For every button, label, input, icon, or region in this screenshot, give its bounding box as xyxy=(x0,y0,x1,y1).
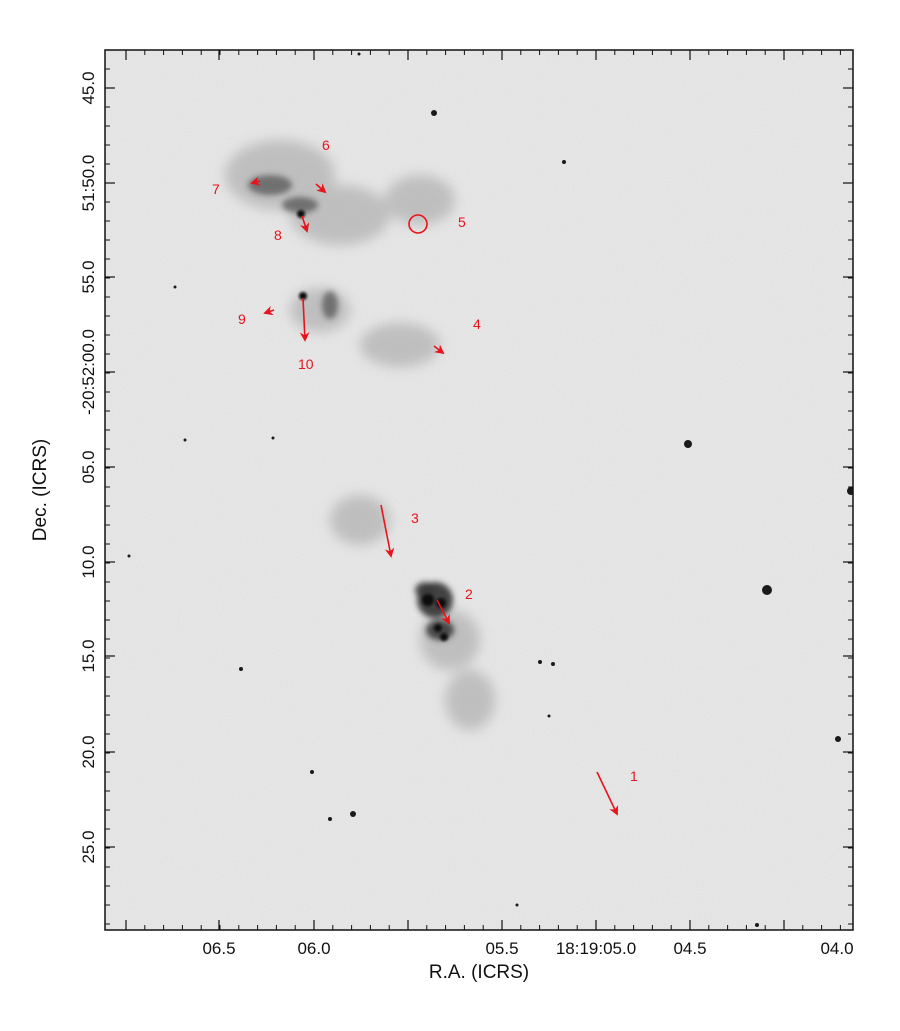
arrow-1 xyxy=(596,771,619,816)
arrow-10 xyxy=(299,297,310,342)
x-tick-label: 04.5 xyxy=(673,939,706,958)
label-9: 9 xyxy=(238,311,246,327)
y-tick-label: 25.0 xyxy=(79,830,98,863)
field-stars xyxy=(127,52,853,927)
x-tick-labels: 06.5 06.0 05.5 18:19:05.0 04.5 04.0 xyxy=(202,939,853,958)
label-7: 7 xyxy=(212,181,220,197)
y-tick-label: 05.0 xyxy=(79,450,98,483)
region-circle-5 xyxy=(408,214,428,234)
minor-tick-marks xyxy=(105,50,853,930)
x-tick-label: 05.5 xyxy=(485,939,518,958)
label-3: 3 xyxy=(411,510,419,526)
arrow-7 xyxy=(250,176,261,186)
label-8: 8 xyxy=(274,227,282,243)
compact-knots xyxy=(297,210,448,641)
label-4: 4 xyxy=(473,316,481,332)
x-axis-title: R.A. (ICRS) xyxy=(429,962,529,983)
y-tick-label: 15.0 xyxy=(79,639,98,672)
annotations xyxy=(250,176,619,816)
label-1: 1 xyxy=(630,768,638,784)
y-axis-title: Dec. (ICRS) xyxy=(30,439,51,541)
annotation-labels: 1 2 3 4 5 6 7 8 9 10 xyxy=(212,137,638,784)
label-2: 2 xyxy=(465,586,473,602)
arrow-9 xyxy=(263,306,275,316)
label-5: 5 xyxy=(458,214,466,230)
arrow-3 xyxy=(380,504,395,558)
y-tick-label: 10.0 xyxy=(79,545,98,578)
plot-frame xyxy=(104,49,854,931)
arrow-2 xyxy=(436,599,450,625)
arrow-6 xyxy=(315,183,327,194)
x-tick-label: 06.5 xyxy=(202,939,235,958)
y-tick-label: -20:52:00.0 xyxy=(79,329,98,415)
label-10: 10 xyxy=(298,356,314,372)
label-6: 6 xyxy=(322,137,330,153)
x-tick-label: 06.0 xyxy=(297,939,330,958)
y-tick-label: 45.0 xyxy=(79,71,98,104)
x-tick-label: 04.0 xyxy=(820,939,853,958)
arrow-8 xyxy=(300,215,310,233)
y-tick-label: 55.0 xyxy=(79,260,98,293)
y-tick-label: 20.0 xyxy=(79,735,98,768)
sky-image xyxy=(105,50,853,930)
arrow-4 xyxy=(433,344,445,355)
x-tick-label: 18:19:05.0 xyxy=(556,939,636,958)
y-tick-label: 51:50.0 xyxy=(79,155,98,212)
y-tick-labels: 45.0 51:50.0 55.0 -20:52:00.0 05.0 10.0 … xyxy=(79,71,98,863)
